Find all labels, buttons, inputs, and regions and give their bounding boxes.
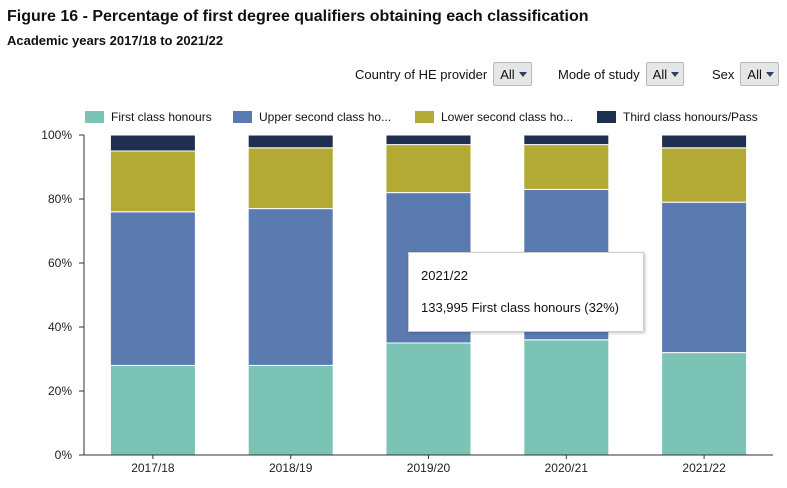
x-tick-label: 2021/22 (682, 461, 726, 475)
filter-country: Country of HE provider All (355, 62, 532, 86)
bar-segment[interactable] (109, 150, 196, 213)
x-tick-label: 2020/21 (545, 461, 589, 475)
bar-segment[interactable] (247, 364, 334, 456)
chevron-down-icon (765, 71, 774, 77)
y-tick-label: 100% (41, 128, 72, 142)
filter-sex: Sex All (712, 62, 779, 86)
bar-segment[interactable] (109, 134, 196, 152)
mode-dropdown[interactable]: All (645, 62, 685, 86)
filter-mode-label: Mode of study (558, 66, 640, 82)
x-tick-label: 2019/20 (407, 461, 451, 475)
bar-segment[interactable] (523, 144, 610, 190)
legend-label-third: Third class honours/Pass (623, 110, 758, 124)
country-dropdown-value: All (500, 66, 515, 82)
bar-segment[interactable] (661, 147, 748, 203)
legend-item-third[interactable]: Third class honours/Pass (597, 110, 758, 124)
chevron-down-icon (518, 71, 527, 77)
bar-segment[interactable] (661, 134, 748, 149)
bar-segment[interactable] (109, 211, 196, 366)
bar-segment[interactable] (661, 352, 748, 456)
legend: First class honours Upper second class h… (0, 110, 787, 126)
bar-segment[interactable] (385, 134, 472, 146)
legend-swatch-first (85, 111, 104, 123)
country-dropdown[interactable]: All (493, 62, 532, 86)
y-tick-label: 20% (48, 384, 72, 398)
bar-segment[interactable] (247, 134, 334, 149)
sex-dropdown-value: All (747, 66, 762, 82)
filter-mode: Mode of study All (558, 62, 685, 86)
x-tick-label: 2018/19 (269, 461, 313, 475)
legend-swatch-lower (415, 111, 434, 123)
tooltip: 2021/22 133,995 First class honours (32%… (408, 252, 644, 332)
mode-dropdown-value: All (652, 66, 668, 82)
sex-dropdown[interactable]: All (740, 62, 779, 86)
bar-segment[interactable] (523, 339, 610, 456)
bars (109, 134, 748, 456)
legend-swatch-third (597, 111, 616, 123)
tooltip-text: 133,995 First class honours (32%) (421, 300, 619, 315)
y-tick-label: 40% (48, 320, 72, 334)
bar-segment[interactable] (661, 201, 748, 354)
y-tick-label: 80% (48, 192, 72, 206)
legend-item-lower[interactable]: Lower second class ho... (415, 110, 573, 124)
bar-segment[interactable] (523, 134, 610, 146)
legend-item-first[interactable]: First class honours (85, 110, 212, 124)
chart-title: Figure 16 - Percentage of first degree q… (7, 8, 589, 25)
legend-item-upper[interactable]: Upper second class ho... (233, 110, 391, 124)
chevron-down-icon (671, 71, 680, 77)
bar-segment[interactable] (247, 208, 334, 366)
bar-segment[interactable] (385, 342, 472, 456)
bar-segment[interactable] (247, 147, 334, 210)
legend-label-lower: Lower second class ho... (441, 110, 574, 124)
bar-segment[interactable] (109, 364, 196, 456)
bar-segment[interactable] (385, 144, 472, 194)
filter-bar: Country of HE provider All Mode of study… (0, 62, 787, 86)
y-tick-label: 0% (55, 448, 73, 462)
filter-sex-label: Sex (712, 66, 735, 82)
legend-label-first: First class honours (111, 110, 212, 124)
y-tick-label: 60% (48, 256, 72, 270)
x-tick-label: 2017/18 (131, 461, 175, 475)
filter-country-label: Country of HE provider (355, 66, 488, 82)
chart-subtitle: Academic years 2017/18 to 2021/22 (7, 33, 224, 48)
x-axis: 2017/18 2018/19 2019/20 2020/21 2021/22 (84, 454, 773, 475)
legend-label-upper: Upper second class ho... (259, 110, 392, 124)
tooltip-category: 2021/22 (421, 268, 468, 283)
legend-swatch-upper (233, 111, 252, 123)
y-axis: 0% 20% 40% 60% 80% 100% (41, 128, 85, 462)
